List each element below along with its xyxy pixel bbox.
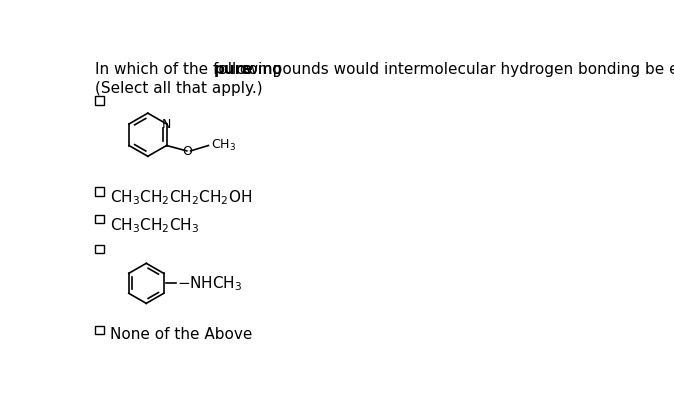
Text: CH$_3$CH$_2$CH$_3$: CH$_3$CH$_2$CH$_3$ (110, 216, 199, 235)
Text: (Select all that apply.): (Select all that apply.) (95, 81, 263, 96)
Text: N: N (162, 118, 171, 131)
Bar (95, 96, 104, 105)
Text: None of the Above: None of the Above (110, 327, 252, 342)
Text: CH$_3$: CH$_3$ (211, 138, 236, 153)
Bar (95, 187, 104, 196)
Text: O: O (183, 145, 193, 158)
Text: In which of the following: In which of the following (95, 62, 286, 77)
Text: $-$NHCH$_3$: $-$NHCH$_3$ (177, 274, 243, 292)
Text: pure: pure (214, 62, 253, 77)
Bar (95, 215, 104, 223)
Bar (95, 326, 104, 334)
Text: CH$_3$CH$_2$CH$_2$CH$_2$OH: CH$_3$CH$_2$CH$_2$CH$_2$OH (110, 189, 252, 207)
Text: compounds would intermolecular hydrogen bonding be expected?: compounds would intermolecular hydrogen … (235, 62, 674, 77)
Bar (95, 245, 104, 253)
